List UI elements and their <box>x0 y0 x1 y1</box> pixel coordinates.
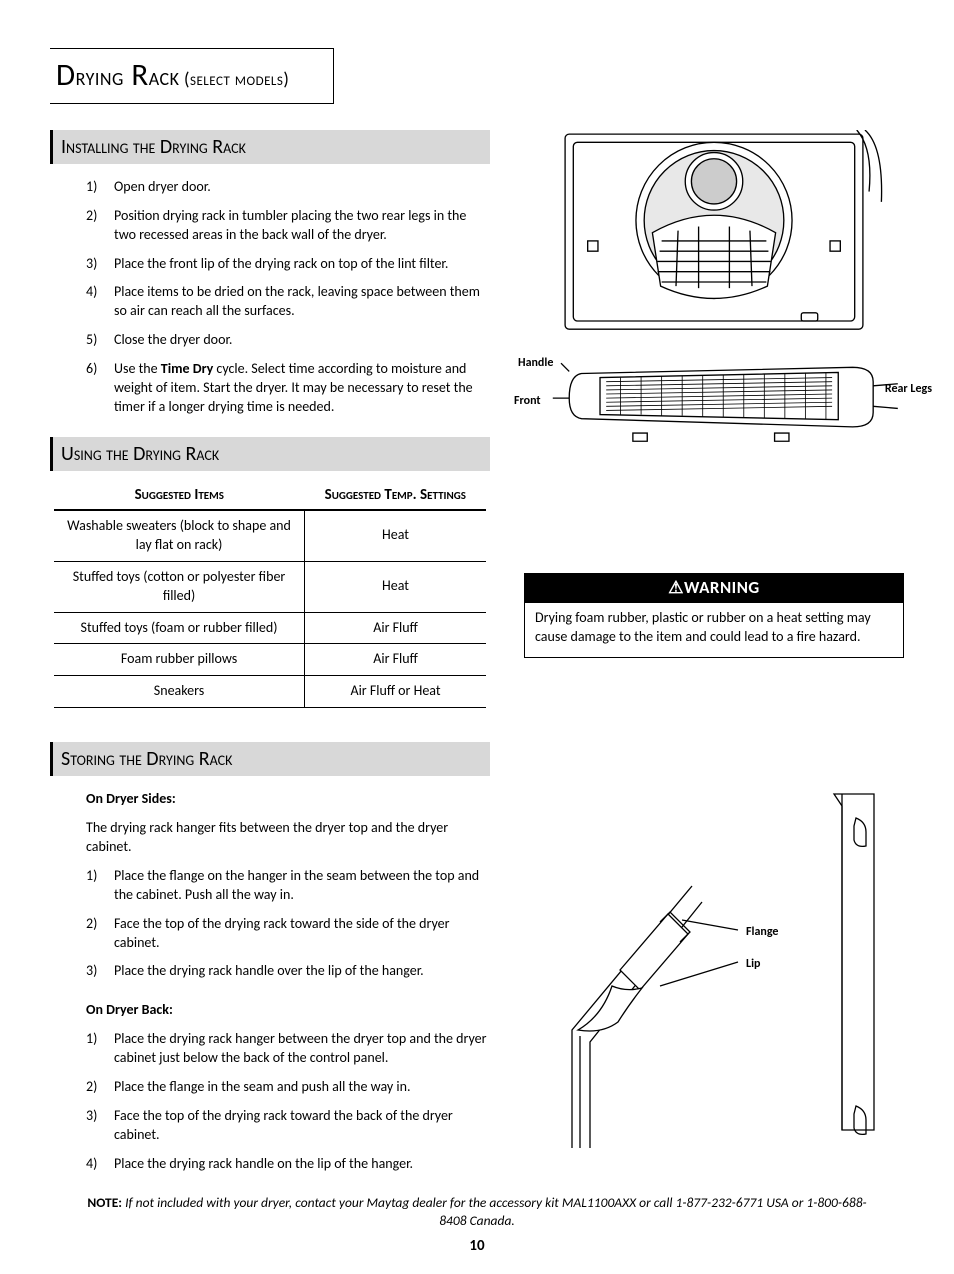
note-box: NOTE: If not included with your dryer, c… <box>50 1194 904 1230</box>
label-flange: Flange <box>746 924 778 940</box>
drying-rack-illustration <box>524 355 904 458</box>
sides-steps: 1)Place the flange on the hanger in the … <box>50 867 490 981</box>
suggested-items-table: Suggested Items Suggested Temp. Settings… <box>50 485 490 708</box>
list-item: 2)Position drying rack in tumbler placin… <box>86 207 490 245</box>
section-header-installing: Installing the Drying Rack <box>50 130 490 164</box>
sub-heading-sides: On Dryer Sides: <box>86 790 490 809</box>
label-lip: Lip <box>746 956 760 972</box>
table-col-header-temp: Suggested Temp. Settings <box>305 485 486 505</box>
list-item: 1)Open dryer door. <box>86 178 490 197</box>
warning-title: WARNING <box>525 574 903 603</box>
sides-intro: The drying rack hanger fits between the … <box>86 819 490 857</box>
list-item: 3)Face the top of the drying rack toward… <box>86 1107 490 1145</box>
list-item: 3)Place the front lip of the drying rack… <box>86 255 490 274</box>
table-row: Foam rubber pillowsAir Fluff <box>54 644 486 676</box>
table-row: Stuffed toys (cotton or polyester fiber … <box>54 561 486 612</box>
figure-hanger: Flange Lip <box>524 790 904 1150</box>
back-steps: 1)Place the drying rack hanger between t… <box>50 1030 490 1173</box>
list-item: 1)Place the drying rack hanger between t… <box>86 1030 490 1068</box>
table-row: Stuffed toys (foam or rubber filled)Air … <box>54 612 486 644</box>
list-item: 2)Face the top of the drying rack toward… <box>86 915 490 953</box>
figure-drying-rack: Handle Front Rear Legs <box>524 355 904 463</box>
install-steps: 1)Open dryer door. 2)Position drying rac… <box>50 178 490 417</box>
warning-body: Drying foam rubber, plastic or rubber on… <box>525 603 903 657</box>
list-item: 4)Place the drying rack handle on the li… <box>86 1155 490 1174</box>
warning-box: WARNING Drying foam rubber, plastic or r… <box>524 573 904 658</box>
main-title: Drying Rack (select models) <box>50 48 334 104</box>
list-item: 4)Place items to be dried on the rack, l… <box>86 283 490 321</box>
hanger-illustration <box>524 790 904 1150</box>
table-row: Washable sweaters (block to shape and la… <box>54 510 486 561</box>
label-rear-legs: Rear Legs <box>885 381 932 397</box>
page-number: 10 <box>50 1236 904 1256</box>
list-item: 2)Place the flange in the seam and push … <box>86 1078 490 1097</box>
section-header-storing: Storing the Drying Rack <box>50 742 490 776</box>
table-row: SneakersAir Fluff or Heat <box>54 676 486 708</box>
label-front: Front <box>514 393 541 409</box>
dryer-front-illustration <box>524 130 904 335</box>
list-item: 6)Use the Time Dry cycle. Select time ac… <box>86 360 490 417</box>
list-item: 5)Close the dryer door. <box>86 331 490 350</box>
figure-dryer-front <box>524 130 904 335</box>
section-header-using: Using the Drying Rack <box>50 437 490 471</box>
table-col-header-items: Suggested Items <box>54 485 305 505</box>
label-handle: Handle <box>518 355 553 371</box>
list-item: 3)Place the drying rack handle over the … <box>86 962 490 981</box>
list-item: 1)Place the flange on the hanger in the … <box>86 867 490 905</box>
sub-heading-back: On Dryer Back: <box>86 1001 490 1020</box>
